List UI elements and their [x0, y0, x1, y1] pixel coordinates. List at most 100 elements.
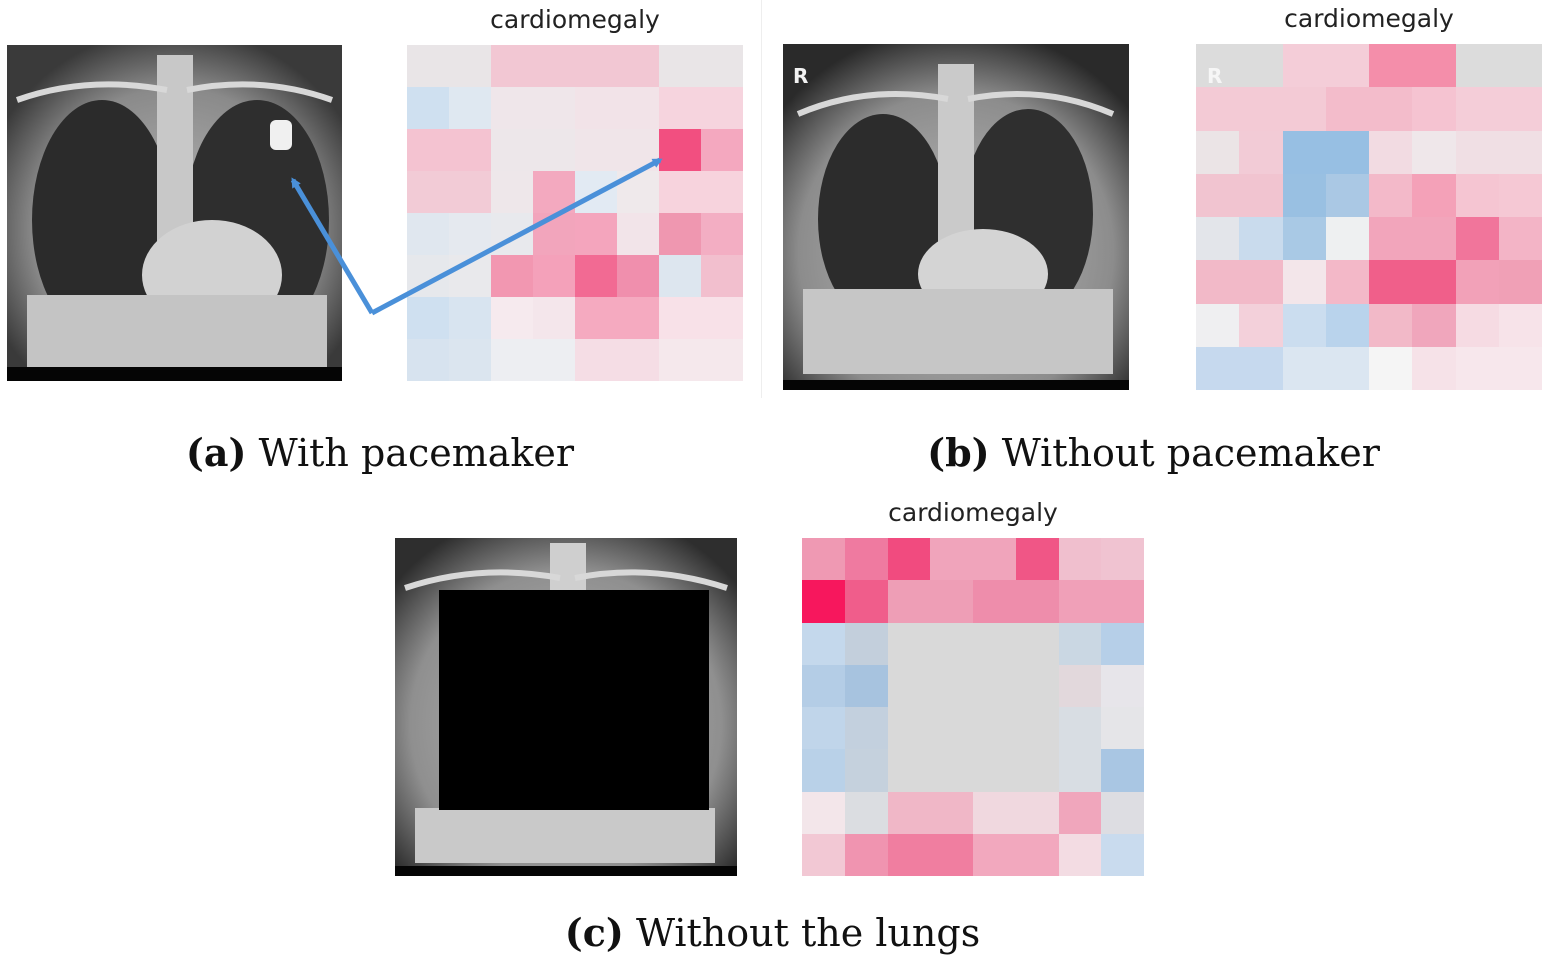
heatmap-cell	[575, 87, 617, 129]
heatmap-cell	[1412, 87, 1456, 131]
heatmap-cell	[533, 45, 575, 87]
heatmap-cell	[1325, 217, 1369, 261]
heatmap-cell	[1498, 44, 1542, 88]
heatmap-cell	[659, 339, 701, 381]
heatmap-cell	[575, 171, 617, 213]
heatmap-cell	[617, 171, 659, 213]
heatmap-cell	[1239, 217, 1283, 261]
heatmap-cell	[887, 749, 931, 792]
heatmap-cell	[1282, 303, 1326, 347]
heatmap-cell	[701, 87, 743, 129]
heatmap-cell	[1498, 260, 1542, 304]
heatmap-cell	[1455, 173, 1499, 217]
heatmap-cell	[930, 622, 973, 665]
heatmap-cell	[1282, 130, 1326, 174]
heatmap-cell	[1282, 173, 1326, 217]
heatmap-cell	[1101, 580, 1144, 623]
caption-b: (b) Without pacemaker	[762, 430, 1545, 475]
heatmap-cell	[930, 664, 973, 707]
heatmap-cell	[1196, 44, 1240, 88]
heatmap-cell	[407, 171, 449, 213]
heatmap-cell	[1325, 346, 1369, 390]
heatmap-cell	[973, 622, 1016, 665]
heatmap-cell	[1101, 707, 1144, 750]
heatmap-cell	[449, 87, 491, 129]
heatmap-cell	[701, 171, 743, 213]
heatmap-cell	[1196, 217, 1240, 261]
heatmap-cell	[407, 213, 449, 255]
heatmap-cell	[491, 339, 533, 381]
heatmap-cell	[887, 664, 931, 707]
heatmap-cell	[449, 255, 491, 297]
heatmap-cell	[407, 87, 449, 129]
heatmap-cell	[844, 791, 888, 834]
heatmap-cell	[1015, 749, 1059, 792]
heatmap-cell	[1282, 87, 1326, 131]
heatmap-cell	[1101, 664, 1144, 707]
heatmap-cell	[1101, 749, 1144, 792]
heatmap-cell	[1196, 346, 1240, 390]
heatmap-cell	[575, 339, 617, 381]
heatmap-b	[1196, 44, 1542, 390]
heatmap-cell	[844, 707, 888, 750]
panel-c: cardiomegaly (c) Without the lungs	[0, 490, 1545, 969]
heatmap-cell	[659, 255, 701, 297]
heatmap-cell	[491, 213, 533, 255]
heatmap-cell	[930, 791, 973, 834]
caption-a: (a) With pacemaker	[0, 430, 760, 475]
heatmap-cell	[491, 45, 533, 87]
heatmap-cell	[1498, 303, 1542, 347]
heatmap-cell	[1239, 260, 1283, 304]
heatmap-cell	[1412, 173, 1456, 217]
heatmap-cell	[930, 833, 973, 876]
heatmap-cell	[930, 707, 973, 750]
heatmap-cell	[575, 45, 617, 87]
heatmap-cell	[973, 664, 1016, 707]
heatmap-cell	[1369, 173, 1413, 217]
heatmap-cell	[1412, 303, 1456, 347]
heatmap-cell	[1282, 44, 1326, 88]
heatmap-cell	[1282, 346, 1326, 390]
heatmap-cell	[844, 664, 888, 707]
heatmap-cell	[1498, 217, 1542, 261]
heatmap-cell	[1369, 303, 1413, 347]
heatmap-cell	[449, 213, 491, 255]
heatmap-cell	[1101, 538, 1144, 581]
heatmap-cell	[1325, 44, 1369, 88]
heatmap-cell	[701, 339, 743, 381]
heatmap-cell	[973, 538, 1016, 581]
heatmap-cell	[1412, 44, 1456, 88]
heatmap-title-a: cardiomegaly	[490, 5, 660, 34]
heatmap-cell	[1058, 791, 1102, 834]
xray-side-marker-b: R	[793, 64, 809, 88]
heatmap-cell	[449, 339, 491, 381]
heatmap-cell	[1369, 217, 1413, 261]
caption-c: (c) Without the lungs	[0, 910, 1545, 955]
heatmap-cell	[887, 833, 931, 876]
heatmap-cell	[1498, 87, 1542, 131]
heatmap-cell	[659, 171, 701, 213]
heatmap-cell	[1239, 173, 1283, 217]
heatmap-cell	[1015, 622, 1059, 665]
heatmap-cell	[659, 87, 701, 129]
heatmap-cell	[407, 45, 449, 87]
heatmap-cell	[1412, 217, 1456, 261]
caption-a-text: With pacemaker	[258, 431, 575, 475]
heatmap-cell	[575, 213, 617, 255]
heatmap-cell	[1325, 130, 1369, 174]
heatmap-cell	[491, 297, 533, 339]
chest-xray-without-pacemaker: R	[783, 44, 1129, 390]
heatmap-cell	[1015, 791, 1059, 834]
heatmap-cell	[617, 339, 659, 381]
heatmap-cell	[1325, 87, 1369, 131]
heatmap-cell	[844, 622, 888, 665]
heatmap-cell	[844, 580, 888, 623]
heatmap-cell	[533, 87, 575, 129]
heatmap-cell	[1058, 833, 1102, 876]
heatmap-cell	[1239, 87, 1283, 131]
heatmap-cell	[407, 339, 449, 381]
heatmap-cell	[1282, 260, 1326, 304]
heatmap-cell	[1498, 130, 1542, 174]
heatmap-cell	[533, 129, 575, 171]
heatmap-cell	[575, 255, 617, 297]
